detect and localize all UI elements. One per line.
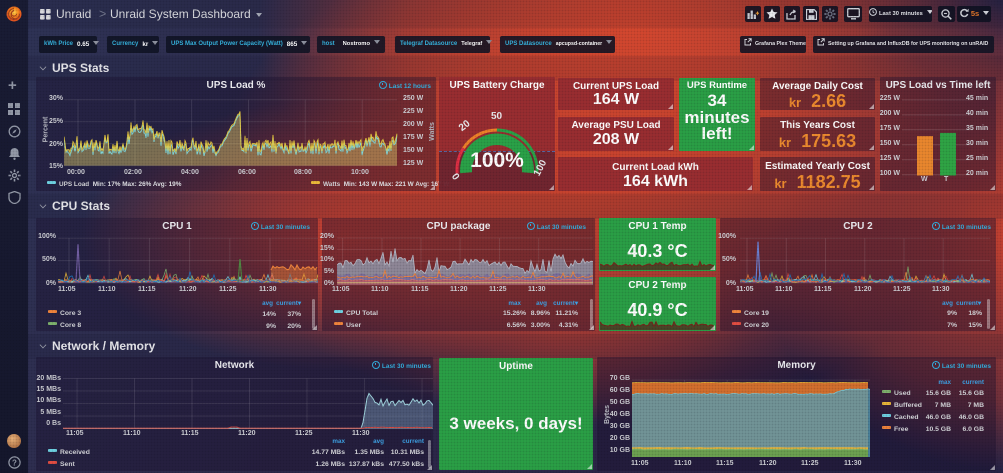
svg-text:50: 50 — [491, 111, 503, 122]
svg-text:0: 0 — [449, 171, 461, 182]
svg-text:20: 20 — [457, 118, 473, 134]
svg-text:?: ? — [12, 459, 17, 468]
